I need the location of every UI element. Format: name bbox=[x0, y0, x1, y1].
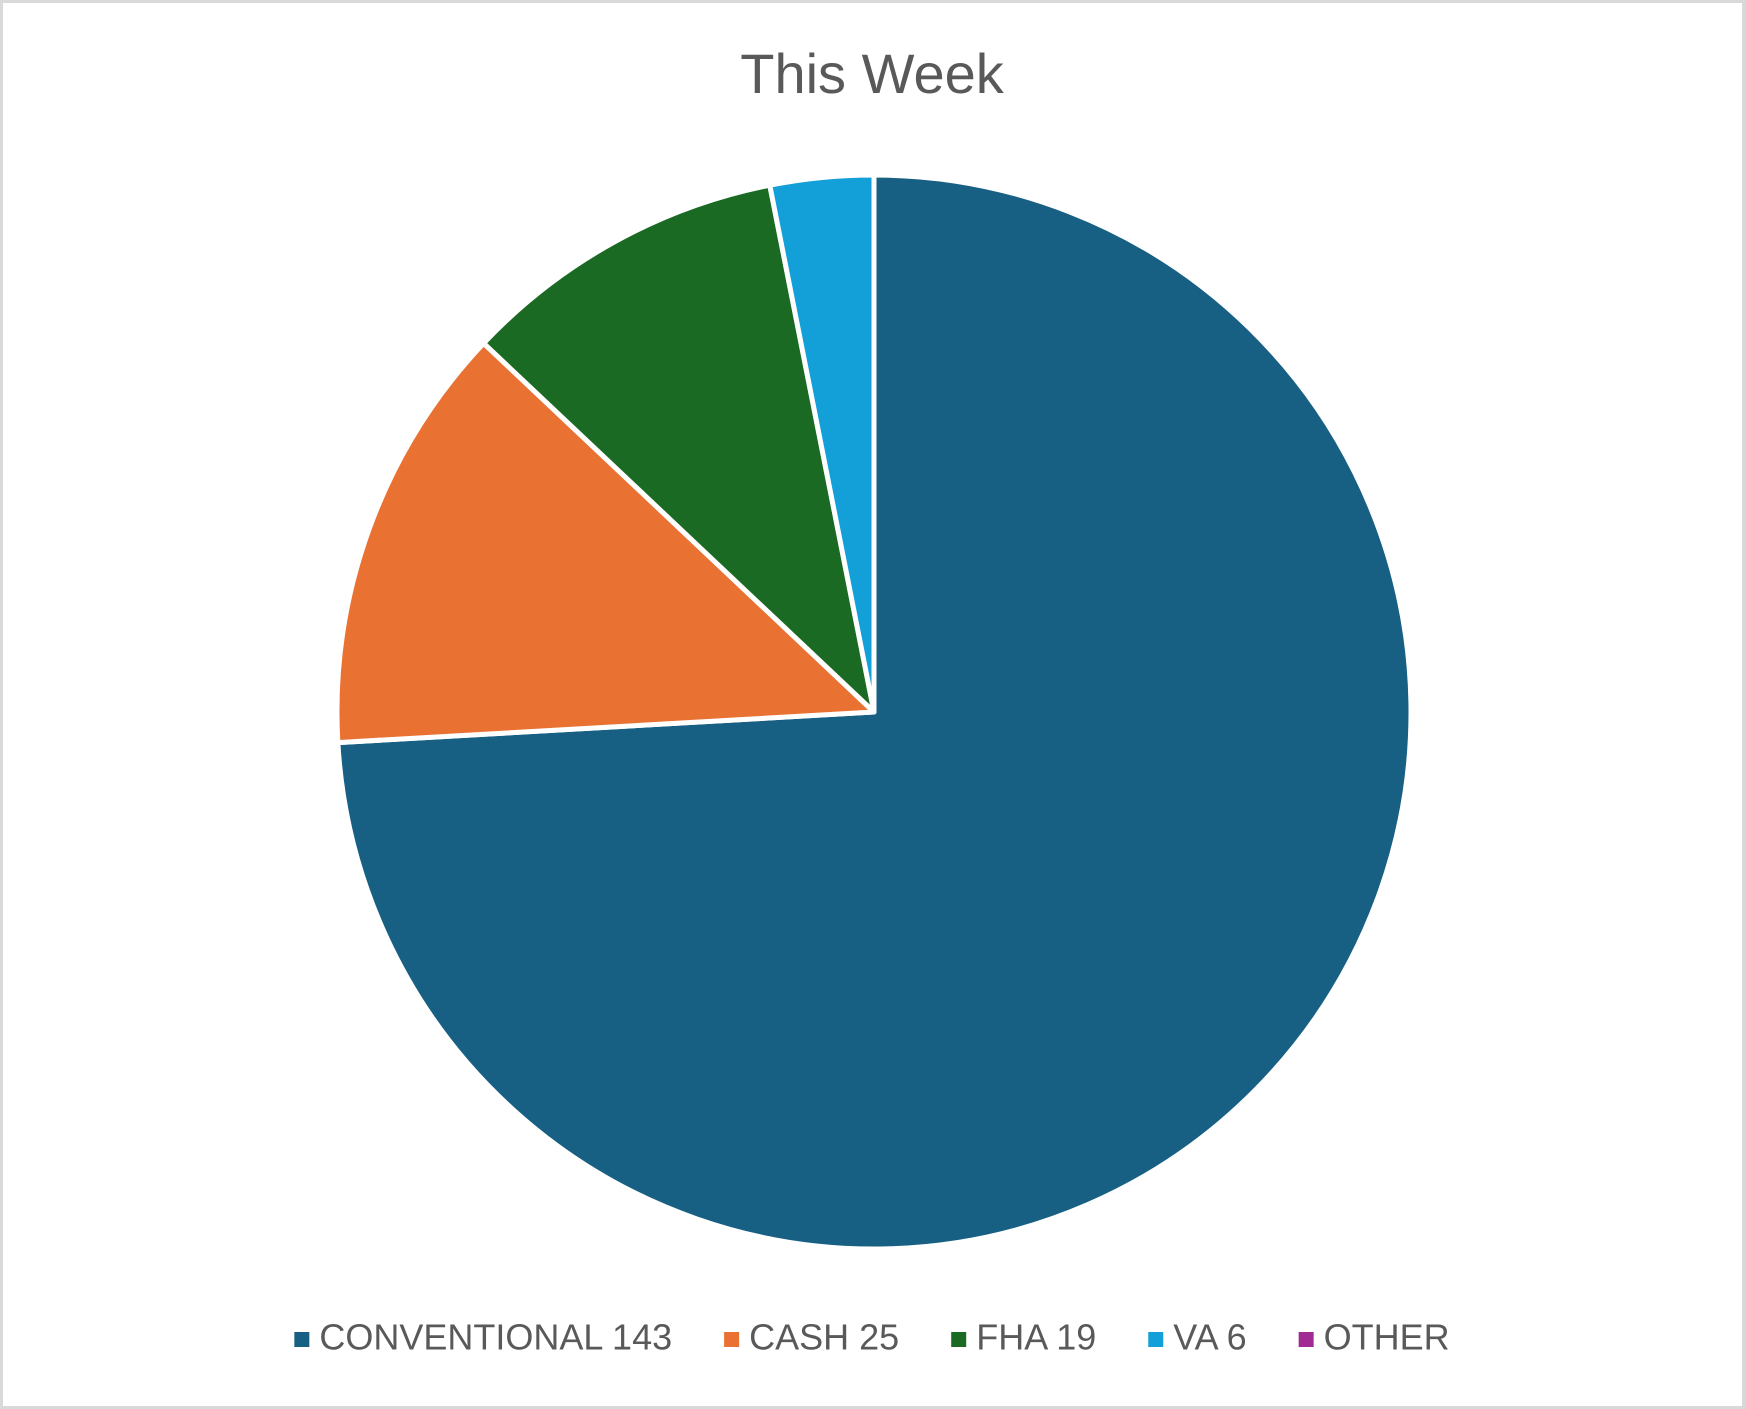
legend-swatch bbox=[1298, 1332, 1314, 1347]
pie-slice bbox=[334, 340, 877, 746]
chart-title: This Week bbox=[740, 42, 1004, 105]
legend-swatch bbox=[951, 1332, 967, 1347]
legend-swatch bbox=[294, 1332, 310, 1347]
legend-label: VA 6 bbox=[1173, 1317, 1246, 1358]
pie bbox=[334, 172, 1414, 1252]
legend-swatch bbox=[1148, 1332, 1164, 1347]
legend-label: CASH 25 bbox=[749, 1317, 899, 1358]
pie-slice bbox=[481, 182, 877, 715]
legend-label: CONVENTIONAL 143 bbox=[319, 1317, 672, 1358]
legend-label: FHA 19 bbox=[976, 1317, 1096, 1358]
pie-slice bbox=[767, 172, 877, 715]
legend-label: OTHER bbox=[1324, 1317, 1450, 1358]
legend: CONVENTIONAL 143 CASH 25 FHA 19 VA 6 OTHER bbox=[294, 1317, 1450, 1358]
legend-swatch bbox=[724, 1332, 740, 1347]
